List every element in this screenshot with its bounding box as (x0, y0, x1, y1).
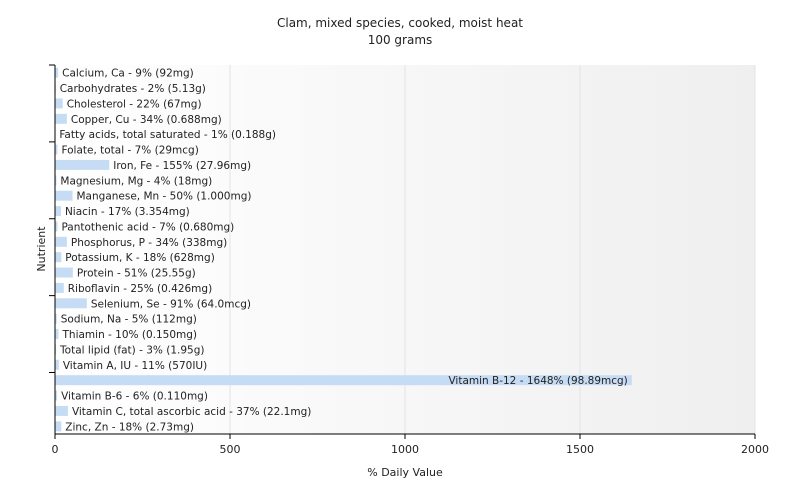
bar-label: Vitamin A, IU - 11% (570IU) (63, 360, 207, 372)
bar-label: Niacin - 17% (3.354mg) (65, 206, 190, 218)
bar (55, 390, 58, 401)
bar-label: Fatty acids, total saturated - 1% (0.188… (59, 129, 276, 141)
bar-label: Vitamin B-12 - 1648% (98.89mcg) (448, 375, 627, 387)
bar-label: Folate, total - 7% (29mcg) (61, 145, 198, 157)
bar-label: Riboflavin - 25% (0.426mg) (68, 283, 212, 295)
bar-label: Protein - 51% (25.55g) (77, 268, 196, 280)
bar (55, 190, 73, 201)
x-tick-label: 1500 (566, 443, 594, 456)
bar-label: Manganese, Mn - 50% (1.000mg) (77, 191, 252, 203)
chart-subtitle: 100 grams (368, 33, 433, 47)
bar (55, 375, 632, 386)
bar (55, 98, 63, 109)
bar (55, 282, 64, 293)
x-tick-label: 500 (220, 443, 241, 456)
bar (55, 344, 57, 355)
bar-label: Vitamin C, total ascorbic acid - 37% (22… (72, 406, 311, 418)
bar-label: Thiamin - 10% (0.150mg) (62, 329, 198, 341)
bar-label: Pantothenic acid - 7% (0.680mg) (61, 221, 234, 233)
x-axis-title: % Daily Value (367, 466, 443, 479)
bar-label: Selenium, Se - 91% (64.0mcg) (91, 298, 251, 310)
bar (55, 144, 58, 155)
bar (55, 67, 59, 78)
bar-labels: Calcium, Ca - 9% (92mg) Carbohydrates - 2… (59, 68, 628, 434)
grid-lines (229, 65, 756, 434)
bar-label: Magnesium, Mg - 4% (18mg) (60, 175, 212, 187)
bar (55, 113, 67, 124)
y-axis-title: Nutrient (35, 226, 48, 272)
bar (55, 267, 73, 278)
bar (55, 313, 57, 324)
bars (55, 67, 632, 432)
bar-label: Carbohydrates - 2% (5.13g) (60, 83, 206, 95)
bar (55, 298, 87, 309)
bar-label: Vitamin B-6 - 6% (0.110mg) (61, 391, 208, 403)
bar-label: Zinc, Zn - 18% (2.73mg) (65, 421, 194, 433)
bar-label: Phosphorus, P - 34% (338mg) (71, 237, 227, 249)
bar (55, 175, 57, 186)
bar (55, 221, 58, 232)
bar (55, 159, 110, 170)
bar (55, 236, 67, 247)
bar (55, 206, 61, 217)
bar-label: Total lipid (fat) - 3% (1.95g) (59, 344, 204, 356)
bar-label: Iron, Fe - 155% (27.96mg) (113, 160, 251, 172)
bar-label: Sodium, Na - 5% (112mg) (61, 314, 197, 326)
bar (55, 421, 62, 432)
x-tick-label: 1000 (391, 443, 419, 456)
bar (55, 329, 59, 340)
chart-title: Clam, mixed species, cooked, moist heat (277, 16, 523, 30)
bar-label: Cholesterol - 22% (67mg) (67, 98, 202, 110)
bar (55, 405, 68, 416)
bar-label: Calcium, Ca - 9% (92mg) (62, 68, 194, 80)
x-tick-label: 2000 (741, 443, 769, 456)
bar (55, 359, 59, 370)
bar (55, 252, 62, 263)
axes: 0 500 1000 1500 2000 (49, 64, 769, 456)
bar-label: Copper, Cu - 34% (0.688mg) (71, 114, 222, 126)
x-tick-label: 0 (52, 443, 59, 456)
bar-label: Potassium, K - 18% (628mg) (65, 252, 215, 264)
